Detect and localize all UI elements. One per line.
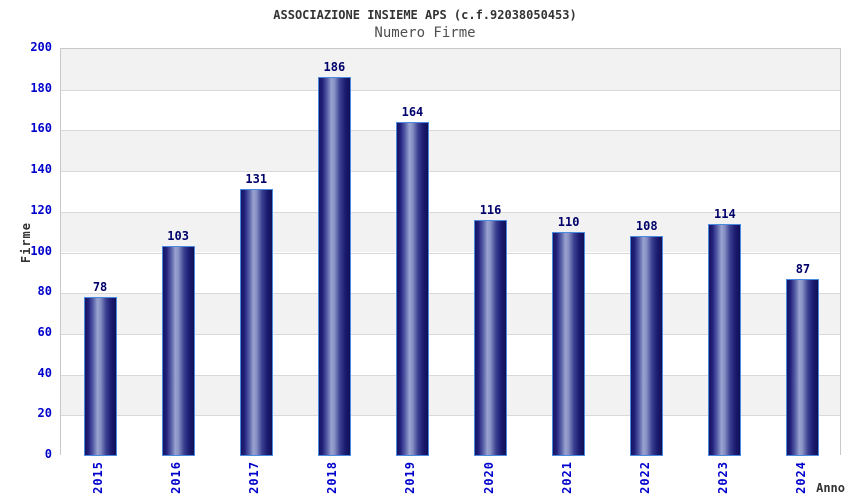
plot-band [61, 171, 840, 212]
bar [786, 278, 820, 456]
y-tick-label: 20 [37, 406, 52, 421]
bar [239, 189, 273, 456]
bar [474, 219, 508, 456]
y-tick-label: 60 [37, 324, 52, 339]
chart-subtitle: Numero Firme [374, 25, 476, 41]
bar-value-label: 78 [92, 280, 108, 295]
y-tick-label: 140 [30, 162, 52, 177]
x-tick-label: 2020 [481, 461, 496, 494]
bar [161, 246, 195, 456]
bar-value-label: 131 [245, 172, 268, 187]
gridline [61, 211, 840, 213]
y-tick-label: 0 [44, 447, 52, 461]
bar [395, 122, 429, 456]
gridline [61, 171, 840, 173]
gridline [61, 252, 840, 254]
bar [83, 297, 117, 456]
x-tick-label: 2017 [247, 461, 262, 494]
y-tick-label: 200 [30, 40, 52, 54]
bar-value-label: 116 [479, 202, 502, 217]
x-axis-title: Anno [816, 481, 845, 495]
y-tick-label: 160 [30, 121, 52, 136]
y-tick-label: 180 [30, 80, 52, 95]
bar-value-label: 110 [557, 215, 580, 230]
x-tick-label: 2019 [403, 461, 418, 494]
y-tick-label: 120 [30, 202, 52, 217]
plot-band [61, 49, 840, 90]
x-tick-label: 2024 [793, 461, 808, 494]
bar-value-label: 164 [401, 105, 424, 120]
x-tick-label: 2023 [715, 461, 730, 494]
x-tick-label: 2016 [169, 461, 184, 494]
gridline [61, 374, 840, 376]
bar [630, 236, 664, 456]
x-tick-label: 2022 [637, 461, 652, 494]
x-tick-label: 2015 [91, 461, 106, 494]
bar [552, 232, 586, 456]
plot-band [61, 130, 840, 172]
bar-value-label: 87 [795, 261, 811, 276]
bar [708, 224, 742, 456]
bar [317, 77, 351, 456]
y-tick-label: 40 [37, 365, 52, 380]
x-tick-label: 2018 [325, 461, 340, 494]
bar-value-label: 108 [635, 219, 658, 234]
bar-value-label: 186 [323, 60, 346, 75]
x-tick-label: 2021 [559, 461, 574, 494]
y-tick-label: 100 [30, 243, 52, 258]
chart-title: ASSOCIAZIONE INSIEME APS (c.f.9203805045… [273, 8, 577, 22]
y-tick-label: 80 [37, 284, 52, 299]
plot-band [61, 89, 840, 131]
bar-value-label: 114 [714, 207, 736, 221]
plot-area: 78 103 131 186 164 116 110 108 114 87 [60, 48, 841, 456]
gridline [61, 415, 840, 417]
gridline [61, 293, 840, 295]
gridline [61, 130, 840, 132]
gridline [61, 333, 840, 335]
gridline [61, 89, 840, 91]
bar-value-label: 103 [167, 229, 189, 244]
